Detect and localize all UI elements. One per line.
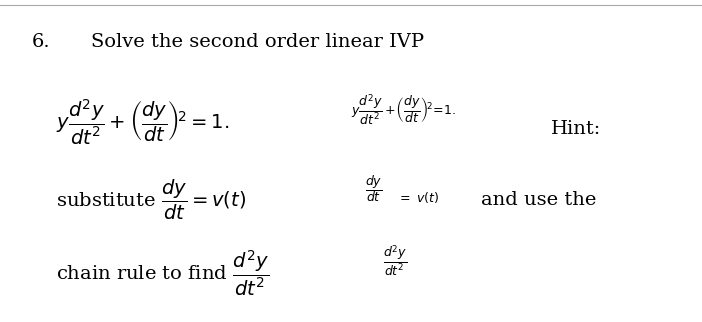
Text: substitute $\dfrac{dy}{dt} = v(t)$: substitute $\dfrac{dy}{dt} = v(t)$ — [56, 178, 246, 222]
Text: Hint:: Hint: — [551, 120, 602, 138]
Text: chain rule to find $\dfrac{d^2y}{dt^2}$: chain rule to find $\dfrac{d^2y}{dt^2}$ — [56, 249, 270, 298]
Text: $=\ v(t)$: $=\ v(t)$ — [397, 190, 439, 204]
Text: 6.: 6. — [32, 33, 51, 51]
Text: $\dfrac{dy}{dt}$: $\dfrac{dy}{dt}$ — [365, 173, 383, 204]
Text: Solve the second order linear IVP: Solve the second order linear IVP — [91, 33, 425, 51]
Text: and use the: and use the — [481, 191, 596, 209]
Text: $y\dfrac{d^2y}{dt^2} + \left(\dfrac{dy}{dt}\right)^{\!2} = 1.$: $y\dfrac{d^2y}{dt^2} + \left(\dfrac{dy}{… — [56, 98, 230, 147]
Text: $y\dfrac{d^2 y}{dt^2}+\!\left(\dfrac{dy}{dt}\right)^{\!2}\!=\!1.$: $y\dfrac{d^2 y}{dt^2}+\!\left(\dfrac{dy}… — [351, 92, 456, 127]
Text: $\dfrac{d^2 y}{dt^2}$: $\dfrac{d^2 y}{dt^2}$ — [383, 243, 407, 278]
